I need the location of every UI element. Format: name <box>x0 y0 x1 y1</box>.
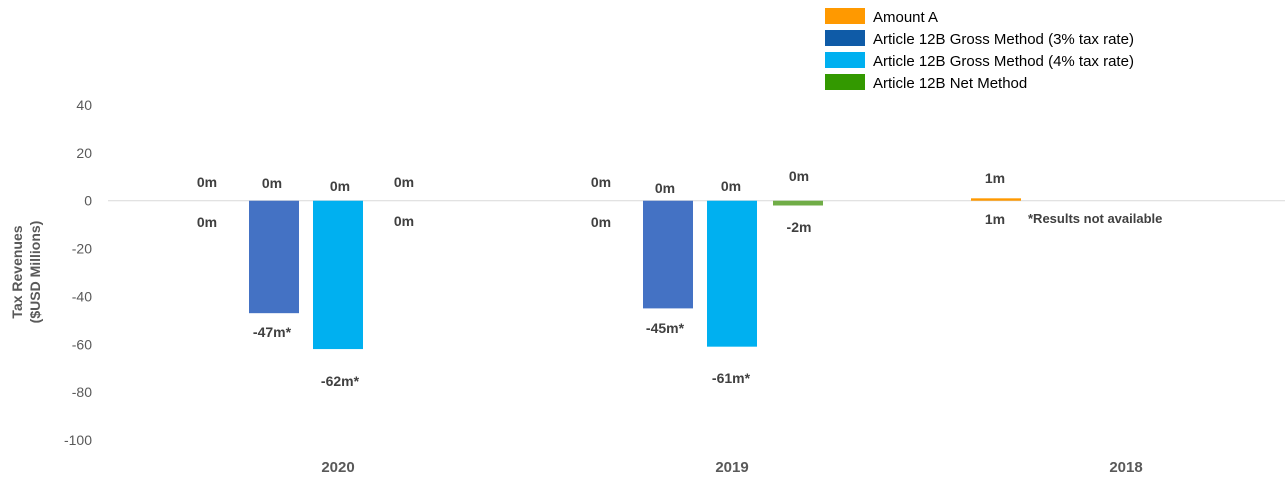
x-tick-label: 2019 <box>715 459 748 476</box>
bar <box>249 200 299 314</box>
y-tick-label: -40 <box>72 288 92 304</box>
bar <box>313 200 363 350</box>
legend: Amount A Article 12B Gross Method (3% tax… <box>825 8 1134 92</box>
data-label: -2m <box>787 219 812 235</box>
results-note: *Results not available <box>1028 211 1162 226</box>
data-label: -61m* <box>712 370 751 386</box>
y-axis: 40 20 0 -20 -40 -60 -80 -100 Tax Revenues ($USD M… <box>9 97 92 448</box>
legend-label: Article 12B Gross Method (3% tax rate) <box>873 31 1134 48</box>
bar <box>707 200 757 347</box>
legend-label: Article 12B Net Method <box>873 75 1027 92</box>
legend-swatch <box>825 52 865 68</box>
y-axis-label-line: ($USD Millions) <box>27 221 43 324</box>
x-tick-label: 2020 <box>321 459 354 476</box>
data-label: 0m <box>197 214 217 230</box>
y-tick-label: -100 <box>64 432 92 448</box>
data-label: 1m <box>985 211 1005 227</box>
data-label: 0m <box>789 168 809 184</box>
plot-area: 0m 0m 0m 0m 0m 0m -47m* -62m* 0m 0m 0m 0m 0m -2m -45m*… <box>108 168 1285 389</box>
data-label: 0m <box>655 180 675 196</box>
data-label: 0m <box>394 174 414 190</box>
y-tick-label: -20 <box>72 241 92 257</box>
legend-swatch <box>825 30 865 46</box>
bar <box>773 200 823 206</box>
data-label: 1m <box>985 170 1005 186</box>
y-axis-label: Tax Revenues ($USD Millions) <box>9 221 43 324</box>
y-tick-label: 20 <box>76 145 92 161</box>
data-label: 0m <box>197 174 217 190</box>
data-label: 0m <box>591 214 611 230</box>
bar <box>971 198 1021 201</box>
y-tick-label: 40 <box>76 97 92 113</box>
data-label: -45m* <box>646 320 685 336</box>
y-axis-label-line: Tax Revenues <box>9 225 25 318</box>
y-tick-label: 0 <box>84 193 92 209</box>
x-axis: 2020 2019 2018 <box>321 459 1142 476</box>
data-label: 0m <box>394 213 414 229</box>
data-label: 0m <box>721 178 741 194</box>
legend-label: Article 12B Gross Method (4% tax rate) <box>873 53 1134 70</box>
data-label: 0m <box>591 174 611 190</box>
y-tick-label: -80 <box>72 384 92 400</box>
x-tick-label: 2018 <box>1109 459 1142 476</box>
bar <box>643 200 693 309</box>
data-label: -47m* <box>253 324 292 340</box>
data-label: 0m <box>262 175 282 191</box>
legend-swatch <box>825 8 865 24</box>
y-tick-label: -60 <box>72 336 92 352</box>
legend-swatch <box>825 74 865 90</box>
data-label: -62m* <box>321 373 360 389</box>
data-label: 0m <box>330 178 350 194</box>
legend-label: Amount A <box>873 9 938 26</box>
